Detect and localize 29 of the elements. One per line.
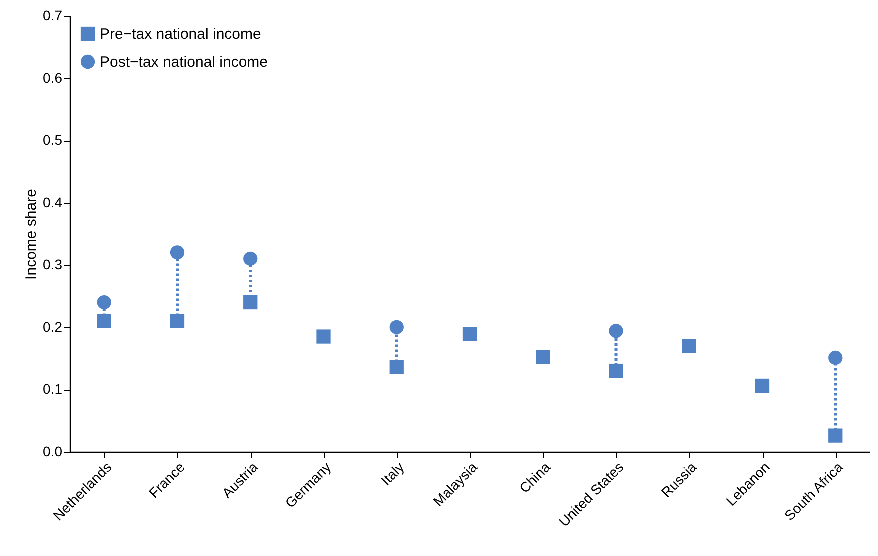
y-tick-label: 0.4	[43, 194, 63, 210]
point	[828, 428, 843, 443]
point	[390, 360, 404, 374]
point	[682, 339, 696, 354]
x-tick-label: Italy	[378, 459, 408, 489]
y-tick-label: 0.5	[43, 132, 63, 148]
point	[390, 320, 404, 334]
point	[755, 378, 770, 394]
point	[316, 330, 331, 344]
point	[609, 324, 624, 338]
point	[170, 314, 185, 328]
y-tick-label: 0.6	[43, 70, 63, 86]
y-tick-label: 0.0	[43, 444, 63, 460]
point	[536, 350, 550, 364]
point	[97, 295, 112, 310]
legend-label: Pre−tax national income	[100, 26, 262, 43]
point	[462, 327, 478, 342]
point	[244, 295, 258, 310]
y-tick-label: 0.1	[43, 381, 63, 398]
point	[97, 314, 112, 328]
point	[244, 252, 258, 266]
y-tick-label: 0.3	[43, 256, 63, 273]
legend-label: Post−tax national income	[100, 54, 268, 71]
y-tick-label: 0.2	[43, 318, 63, 335]
point	[170, 246, 185, 260]
point	[609, 364, 624, 378]
point	[828, 350, 843, 366]
y-axis-title: Income share	[23, 189, 40, 280]
y-tick-label: 0.7	[43, 8, 63, 24]
